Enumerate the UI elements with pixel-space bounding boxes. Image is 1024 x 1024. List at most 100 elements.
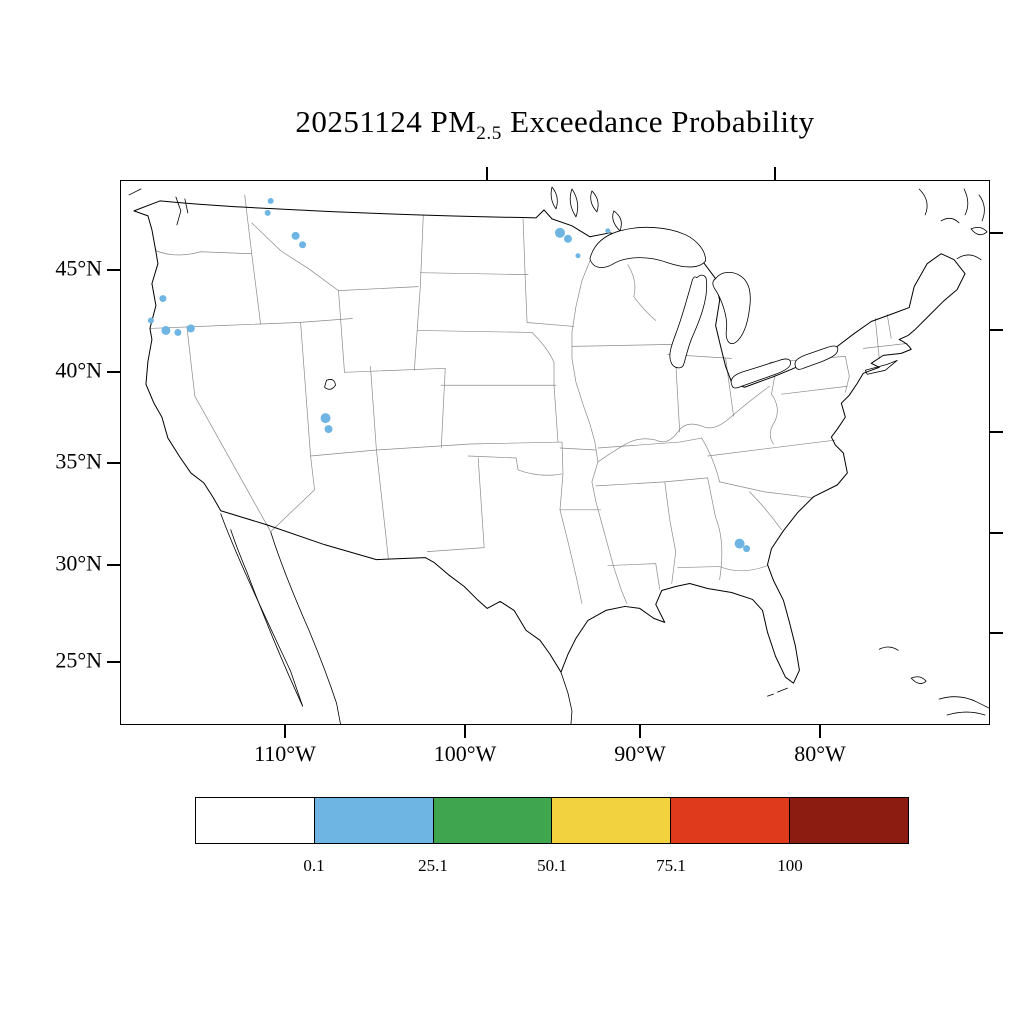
mexico-outlines [220,513,573,724]
state-border-line [707,439,836,457]
lake-shape [669,274,708,369]
canada-outlines [128,186,988,261]
state-borders [149,194,908,604]
state-border-line [524,274,528,323]
lat-tick-mark [107,661,120,663]
lat-tick-mark [107,462,120,464]
state-border-line [310,441,563,457]
exceedance-blob [186,324,195,333]
canada-outline [963,188,969,216]
state-border-line [522,218,526,276]
state-border-line [571,260,628,604]
state-border-line [338,286,419,291]
state-border-line [607,563,661,590]
exceedance-blob [734,538,745,549]
lon-tick-label: 80°W [794,741,846,766]
lon-tick-label: 100°W [433,741,497,766]
top-tick-mark [774,167,776,180]
state-border-line [338,290,345,373]
lon-tick-mark [639,725,641,738]
right-tick-mark [990,329,1003,331]
state-border-line [559,441,564,511]
lat-tick-label: 30°N [55,550,102,576]
state-border-line [749,491,782,531]
lake-shape [324,379,336,390]
canada-outline [612,210,622,232]
us-map-svg [128,186,989,724]
state-border-line [251,222,339,291]
state-border-line [186,326,272,533]
exceedance-blob [743,545,751,553]
state-border-line [862,343,908,349]
island-outline [938,696,989,709]
state-border-line [664,481,677,584]
exceedance-blob [161,325,171,335]
state-border-line [886,314,892,339]
island-outline [777,687,788,693]
island-outline [910,676,927,684]
state-border-line [719,481,814,499]
title-prefix: 20251124 PM [295,104,477,139]
canada-outline [175,196,182,226]
state-border-line [559,447,597,451]
state-border-line [419,272,529,276]
exceedance-blob [575,253,581,259]
exceedance-blob [267,197,274,204]
state-border-line [553,384,559,443]
canada-outline [956,254,982,261]
lat-tick-mark [107,371,120,373]
state-border-line [675,361,681,433]
lake-shape [730,358,791,389]
colorbar-segment-2 [432,798,552,843]
lon-tick-mark [819,725,821,738]
state-border-line [769,393,778,445]
state-border-line [370,365,377,451]
exceedance-blob [320,413,331,424]
state-border-line [155,250,253,256]
state-border-line [416,330,533,333]
state-border-line [701,437,720,483]
state-border-line [300,322,311,457]
canada-outline [128,188,142,196]
exceedance-blob [264,209,271,216]
island-outline [864,359,898,375]
lon-tick-label: 90°W [614,741,666,766]
colorbar-boundary-label: 100 [777,856,803,875]
state-border-line [344,367,446,373]
state-border-line [244,194,262,325]
canada-outline [184,198,189,214]
exceedance-blob [174,328,182,336]
state-border-line [874,318,880,359]
lat-tick-mark [107,564,120,566]
exceedance-blob [324,425,333,434]
lon-tick-label: 110°W [254,741,316,766]
state-border-line [677,566,720,568]
chart-title: 20251124 PM2.5 Exceedance Probability [120,104,990,143]
state-border-line [707,477,723,580]
lat-tick-mark [107,269,120,271]
state-border-line [571,344,675,347]
colorbar-segment-3 [551,798,671,843]
state-border-line [467,455,563,476]
island-outline [946,711,986,716]
colorbar-segment-4 [670,798,790,843]
exceedance-blob [147,317,154,324]
exceedance-blob [555,227,565,238]
state-border-line [426,457,485,552]
state-border-line [270,455,315,533]
state-border-line [597,385,770,463]
canada-outline [978,194,985,222]
mexico-outline [220,513,303,707]
lake-shape [589,226,707,268]
colorbar-boundary-label: 75.1 [656,856,686,875]
canada-outline [940,217,960,224]
state-border-line [595,477,708,487]
state-border-line [627,264,657,321]
lat-tick-label: 35°N [55,448,102,474]
conus-coastline [133,200,966,684]
exceedance-blob [159,295,167,303]
state-border-line [376,449,389,559]
state-border-line [559,509,583,604]
title-subscript: 2.5 [476,123,502,145]
